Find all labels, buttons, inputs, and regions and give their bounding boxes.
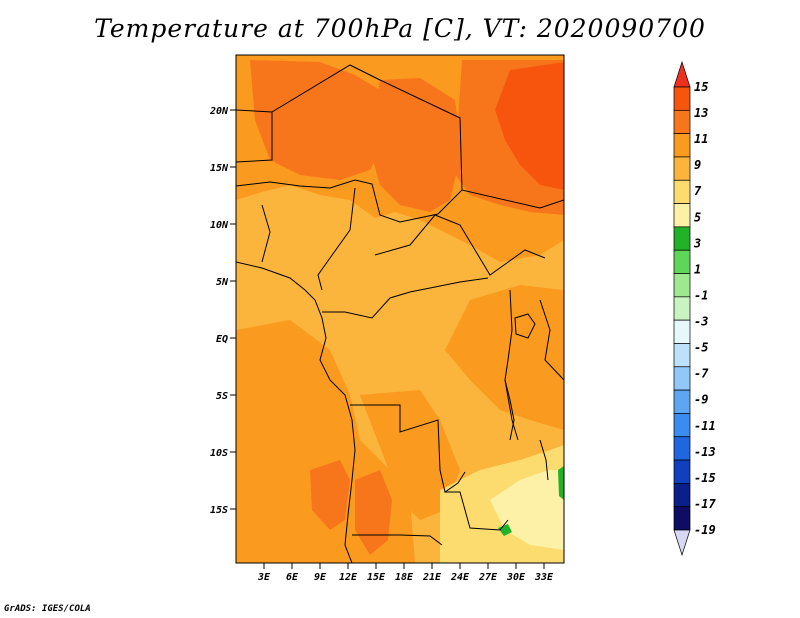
chart-title: Temperature at 700hPa [C], VT: 202009070…	[94, 14, 706, 43]
lon-label-9e: 9E	[314, 572, 327, 583]
lat-label-15s: 15S	[210, 505, 228, 516]
border-nigeria	[261, 187, 356, 291]
lon-ticks	[263, 563, 545, 569]
colorbar-label: 13	[694, 106, 708, 120]
field-15-plus-red-sea	[495, 62, 564, 190]
lon-label-27e: 27E	[478, 572, 498, 583]
country-borders	[236, 64, 564, 563]
border-south	[352, 534, 443, 546]
colorbar-cell	[673, 413, 691, 438]
colorbar-label: -5	[694, 341, 708, 355]
colorbar-label: -17	[694, 497, 716, 511]
border-sahel	[236, 179, 564, 223]
border-angola	[350, 404, 466, 493]
field-13-15-sahara-central	[370, 78, 462, 212]
colorbar-cell	[673, 203, 691, 228]
border-car	[374, 214, 546, 276]
lat-label-eq: EQ	[216, 334, 228, 345]
lon-label-18e: 18E	[395, 572, 414, 583]
colorbar-cell	[673, 343, 691, 368]
lat-label-10n: 10N	[210, 220, 229, 231]
field-3-5-coast	[558, 466, 564, 500]
field-11-13-east	[445, 285, 564, 430]
colorbar-cell	[673, 179, 691, 204]
colorbar-cell	[673, 296, 691, 321]
lon-labels: 3E 6E 9E 12E 15E 18E 21E 24E 27E 30E 33E	[257, 572, 554, 583]
colorbar-cell	[673, 459, 691, 484]
colorbar-label: 7	[694, 184, 702, 198]
lake-victoria	[514, 313, 536, 339]
colorbar-label: 15	[694, 80, 708, 94]
colorbar-labels: 15 13 11 9 7 5 3 1 -1 -3 -5 -7 -9 -11 -13 -15 -17 -19	[693, 80, 716, 537]
field-13-15-angola-b	[355, 470, 392, 555]
map-frame	[235, 54, 565, 564]
colorbar-label: -13	[694, 445, 716, 459]
colorbar-cell	[673, 109, 691, 134]
colorbar-label: -11	[694, 419, 716, 433]
colorbar-label: -9	[694, 393, 708, 407]
colorbar-cell	[673, 436, 691, 461]
field-11-13-south	[360, 390, 460, 520]
lat-labels: 20N 15N 10N 5N EQ 5S 10S 15S	[209, 106, 229, 516]
lake-tanganyika	[504, 379, 515, 441]
colorbar-label: -19	[694, 523, 716, 537]
field-3-5-lake	[498, 524, 512, 536]
colorbar-cell	[673, 133, 691, 158]
colorbar-cell	[673, 156, 691, 181]
lon-label-21e: 21E	[422, 572, 442, 583]
colorbar: 15 13 11 9 7 5 3 1 -1 -3 -5 -7 -9 -11 -13 -15 -17 -19	[673, 60, 716, 557]
lat-label-15n: 15N	[210, 163, 229, 174]
lat-label-5n: 5N	[216, 277, 229, 288]
border-zambia	[445, 491, 509, 531]
colorbar-bottom-arrow	[673, 529, 691, 557]
colorbar-cell	[673, 366, 691, 391]
colorbar-label: -15	[694, 471, 716, 485]
lon-label-33e: 33E	[534, 572, 554, 583]
border-north-2	[271, 64, 463, 191]
colorbar-label: 11	[694, 132, 708, 146]
colorbar-cell	[673, 226, 691, 251]
coastline-west	[236, 261, 356, 563]
colorbar-label: -1	[694, 288, 708, 302]
lon-label-12e: 12E	[339, 572, 358, 583]
colorbar-cell	[673, 273, 691, 298]
field-13-15-sahara-west	[250, 60, 390, 180]
colorbar-cell	[673, 86, 691, 111]
colorbar-cell	[673, 483, 691, 508]
lat-label-10s: 10S	[210, 448, 228, 459]
lon-label-6e: 6E	[286, 572, 299, 583]
colorbar-label: -7	[694, 367, 709, 381]
colorbar-label: 5	[694, 210, 701, 224]
lon-label-15e: 15E	[367, 572, 386, 583]
field-13-15-angola	[310, 460, 350, 530]
temperature-field	[236, 55, 564, 563]
colorbar-cells	[673, 86, 691, 531]
lon-label-3e: 3E	[257, 572, 271, 583]
colorbar-cell	[673, 389, 691, 414]
lake-malawi	[539, 439, 549, 481]
colorbar-label: 3	[693, 236, 701, 250]
colorbar-cell	[673, 506, 691, 531]
lon-label-30e: 30E	[506, 572, 526, 583]
border-congo	[322, 277, 489, 319]
colorbar-cell	[673, 319, 691, 344]
lat-label-5s: 5S	[216, 391, 228, 402]
colorbar-label: -3	[694, 315, 708, 329]
lat-ticks	[230, 109, 236, 510]
colorbar-cell	[673, 249, 691, 274]
lat-label-20n: 20N	[209, 106, 229, 117]
colorbar-top-arrow	[673, 60, 691, 88]
colorbar-label: 9	[694, 158, 701, 172]
border-east-africa	[539, 299, 564, 381]
border-north-1	[236, 109, 273, 163]
lon-label-24e: 24E	[450, 572, 470, 583]
colorbar-label: 1	[694, 262, 701, 276]
credit-label: GrADS: IGES/COLA	[4, 604, 91, 614]
